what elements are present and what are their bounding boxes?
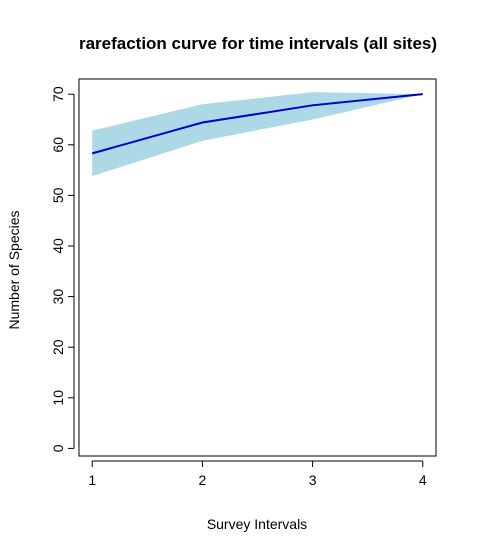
x-tick-label: 2	[199, 472, 207, 488]
x-tick-label: 4	[419, 472, 427, 488]
y-tick-label: 0	[50, 444, 66, 452]
y-tick-label: 40	[50, 238, 66, 254]
x-axis: 1 2 3 4	[88, 460, 427, 488]
x-axis-label: Survey Intervals	[207, 516, 307, 532]
plot-area	[78, 78, 437, 457]
y-axis: 0 10 20 30 40 50 60 70	[50, 86, 75, 452]
x-tick-label: 3	[309, 472, 317, 488]
y-tick-label: 20	[50, 339, 66, 355]
confidence-band	[92, 92, 423, 177]
y-tick-label: 70	[50, 86, 66, 102]
y-axis-label: Number of Species	[6, 210, 22, 329]
y-tick-label: 30	[50, 289, 66, 305]
x-ticks: 1 2 3 4	[88, 461, 427, 488]
y-tick-label: 10	[50, 390, 66, 406]
chart-title: rarefaction curve for time intervals (al…	[79, 34, 437, 53]
x-tick-label: 1	[88, 472, 96, 488]
y-ticks: 0 10 20 30 40 50 60 70	[50, 86, 74, 452]
y-tick-label: 60	[50, 137, 66, 153]
species-curve	[91, 93, 423, 155]
y-tick-label: 50	[50, 187, 66, 203]
plot-box	[78, 78, 437, 457]
